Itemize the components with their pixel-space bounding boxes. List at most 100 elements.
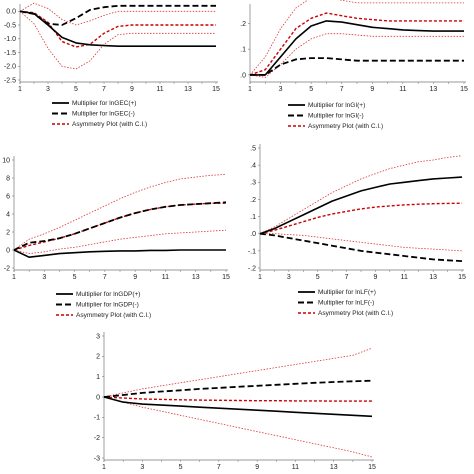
x-tick-label: 3 (287, 274, 291, 281)
legend-label: Multiplier for lnGEC(+) (72, 100, 136, 107)
legend-label: Multiplier for lnLF(-) (318, 300, 374, 307)
series-line-dashed-black (19, 4, 216, 26)
y-tick-label: 0.0 (6, 9, 16, 16)
y-tick-label: 3 (96, 333, 100, 340)
legend-label: Multiplier for lnGEC(-) (72, 111, 135, 118)
x-tick-label: 3 (140, 464, 144, 471)
y-tick-label: -3 (94, 455, 100, 462)
x-tick-label: 13 (430, 86, 438, 93)
x-tick-label: 15 (460, 86, 468, 93)
x-tick-label: 5 (309, 86, 313, 93)
series-line-solid-black (259, 176, 463, 235)
x-tick-label: 7 (340, 86, 344, 93)
x-tick-label: 13 (429, 274, 437, 281)
y-tick-label: 10 (2, 157, 10, 164)
legend-label: Asymmetry Plot (with C.I.) (72, 121, 147, 128)
x-tick-label: 15 (222, 274, 230, 281)
y-tick-label: -2 (4, 265, 10, 272)
legend: Multiplier for lnGDP(+) Multiplier for ln… (56, 291, 151, 319)
y-tick-label: .0 (240, 72, 246, 79)
series-line-dashed-red (13, 202, 226, 251)
series-line-dotted-red (103, 347, 373, 398)
series-line-dotted-red (19, 2, 216, 26)
x-tick-label: 9 (255, 464, 259, 471)
y-tick-label: 2 (96, 354, 100, 361)
x-tick-label: 9 (130, 86, 134, 93)
series-line-dashed-red (259, 202, 463, 235)
y-tick-label: -2.0 (4, 64, 16, 71)
y-tick-label: -.1 (248, 248, 256, 255)
x-tick-label: 13 (184, 86, 192, 93)
series-line-dotted-red (103, 396, 373, 458)
y-tick-label: .4 (250, 163, 256, 170)
x-tick-label: 3 (46, 86, 50, 93)
x-tick-label: 11 (162, 274, 169, 281)
legend: Multiplier for lnGEC(+) Multiplier for ln… (52, 100, 147, 128)
legend-label: Multiplier for lnGDP(-) (76, 302, 139, 309)
series-line-dotted-red (259, 155, 463, 235)
y-tick-label: -1.5 (4, 50, 16, 57)
series-line-solid-black (19, 10, 216, 47)
x-tick-label: 1 (248, 86, 252, 93)
x-tick-label: 7 (102, 86, 106, 93)
x-tick-label: 15 (458, 274, 466, 281)
x-tick-label: 5 (73, 274, 77, 281)
x-tick-label: 9 (133, 274, 137, 281)
y-tick-label: .5 (250, 145, 256, 152)
x-tick-label: 9 (373, 274, 377, 281)
y-tick-label: -1.0 (4, 36, 16, 43)
series-line-dashed-black (259, 232, 463, 262)
series-line-dashed-black (103, 379, 373, 398)
legend-label: Asymmetry Plot (with C.I.) (308, 123, 383, 130)
series-line-dotted-red (19, 11, 216, 70)
x-tick-label: 5 (179, 464, 183, 471)
x-tick-label: 3 (279, 86, 283, 93)
series-line-dashed-black (13, 201, 227, 251)
y-tick-label: 4 (6, 211, 10, 218)
y-tick-label: -2.5 (4, 77, 16, 84)
x-tick-label: 11 (156, 86, 163, 93)
y-tick-label: -2 (94, 435, 100, 442)
y-tick-label: .0 (250, 231, 256, 238)
x-tick-label: 1 (18, 86, 22, 93)
x-tick-label: 7 (345, 274, 349, 281)
y-tick-label: 0 (96, 394, 100, 401)
series-line-dotted-red (260, 233, 463, 252)
y-tick-label: -1 (94, 415, 100, 422)
series-line-dashed-red (19, 10, 216, 48)
x-tick-label: 1 (12, 274, 16, 281)
y-tick-label: .2 (250, 197, 256, 204)
y-tick-label: .1 (240, 47, 246, 54)
x-tick-label: 7 (217, 464, 221, 471)
y-tick-label: 0 (6, 247, 10, 254)
y-tick-label: -0.5 (4, 22, 16, 29)
x-tick-label: 7 (103, 274, 107, 281)
series-line-dotted-red (249, 33, 464, 78)
legend-label: Asymmetry Plot (with C.I.) (76, 312, 151, 319)
x-tick-label: 11 (399, 86, 406, 93)
series-line-dashed-red (249, 12, 464, 76)
legend-label: Multiplier for lnGDP(+) (76, 291, 140, 298)
chart-panel-1: 0.0-0.5-1.0-1.5-2.0-2.51 3 5 7 9 11 13 15Multip… (4, 2, 220, 128)
x-tick-label: 11 (292, 464, 299, 471)
y-tick-label: 8 (6, 175, 10, 182)
x-tick-label: 13 (330, 464, 338, 471)
series-line-dashed-black (250, 57, 464, 76)
y-tick-label: 6 (6, 193, 10, 200)
x-tick-label: 5 (74, 86, 78, 93)
y-tick-label: 1 (96, 374, 100, 381)
y-tick-label: -.2 (248, 265, 256, 272)
legend-label: Multiplier for lnGI(-) (308, 113, 364, 120)
y-tick-label: 2 (6, 229, 10, 236)
x-tick-label: 11 (401, 274, 408, 281)
series-line-solid-black (250, 20, 464, 76)
x-tick-label: 15 (212, 86, 220, 93)
legend-label: Asymmetry Plot (with C.I.) (318, 310, 393, 317)
x-tick-label: 13 (192, 274, 200, 281)
chart-panel-4: .5.4.3.2.1.0-.1-.21 3 5 7 9 11 13 15Multiplier … (248, 144, 466, 317)
legend-label: Multiplier for lnLF(+) (318, 289, 376, 296)
x-tick-label: 1 (258, 274, 262, 281)
